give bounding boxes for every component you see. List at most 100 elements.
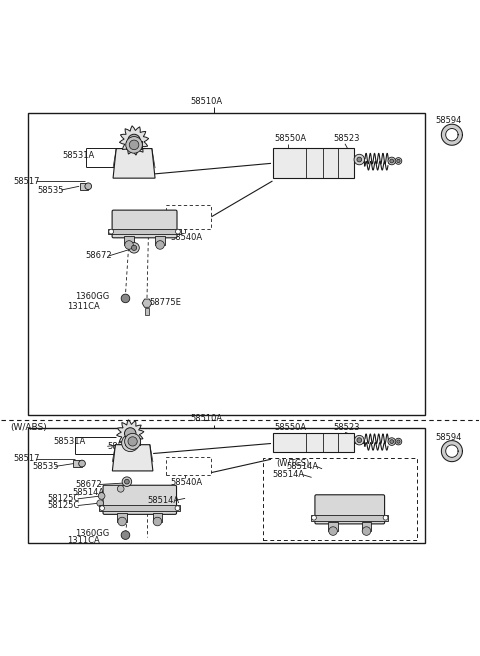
Text: 1311CA: 1311CA: [67, 536, 100, 545]
Polygon shape: [120, 126, 149, 155]
Circle shape: [397, 440, 400, 443]
Text: 58672: 58672: [75, 480, 102, 489]
Circle shape: [100, 506, 105, 510]
Circle shape: [118, 517, 126, 526]
FancyBboxPatch shape: [315, 495, 384, 524]
Bar: [156, 236, 165, 245]
Text: (W/TCS): (W/TCS): [276, 459, 309, 468]
Circle shape: [124, 480, 129, 484]
Bar: [28, 113, 425, 415]
Circle shape: [97, 500, 104, 506]
Polygon shape: [112, 445, 153, 471]
Circle shape: [357, 438, 362, 443]
Text: 1360GG: 1360GG: [75, 529, 109, 538]
Circle shape: [129, 140, 139, 150]
Polygon shape: [442, 124, 462, 145]
Text: 58514A: 58514A: [286, 462, 318, 471]
Bar: [99, 505, 180, 511]
Text: 58523: 58523: [334, 134, 360, 143]
Text: 58775E: 58775E: [149, 298, 181, 307]
FancyBboxPatch shape: [103, 485, 177, 514]
Circle shape: [153, 517, 162, 526]
Circle shape: [122, 477, 132, 487]
Circle shape: [117, 485, 124, 492]
Bar: [126, 141, 142, 148]
Text: 58536: 58536: [108, 442, 134, 451]
Bar: [28, 428, 425, 543]
Circle shape: [129, 243, 139, 253]
Polygon shape: [117, 420, 144, 447]
Text: 58535: 58535: [37, 186, 64, 195]
Text: 58125C: 58125C: [48, 495, 80, 503]
Circle shape: [121, 294, 130, 302]
Circle shape: [98, 493, 105, 499]
Bar: [328, 522, 338, 531]
Circle shape: [362, 527, 371, 535]
Bar: [166, 457, 211, 475]
Polygon shape: [446, 129, 458, 141]
Text: 58535: 58535: [33, 462, 59, 471]
Text: 58594: 58594: [436, 116, 462, 125]
Text: 58550A: 58550A: [275, 134, 307, 143]
Circle shape: [79, 461, 85, 467]
Circle shape: [312, 516, 316, 520]
Text: 58672: 58672: [85, 251, 111, 260]
Text: 58514A: 58514A: [147, 496, 179, 505]
Text: (W/ABS): (W/ABS): [10, 423, 47, 432]
Circle shape: [126, 136, 143, 153]
Circle shape: [388, 438, 396, 445]
Bar: [80, 183, 88, 190]
Circle shape: [390, 440, 394, 443]
Circle shape: [383, 516, 388, 520]
Circle shape: [124, 428, 136, 440]
Text: 58540A: 58540A: [171, 233, 203, 241]
Circle shape: [354, 154, 364, 165]
Bar: [362, 522, 371, 531]
Bar: [263, 458, 417, 541]
Text: 58517: 58517: [13, 176, 40, 186]
Polygon shape: [142, 299, 152, 307]
Text: 58594: 58594: [436, 433, 462, 442]
Circle shape: [125, 241, 133, 249]
Circle shape: [397, 159, 400, 163]
Circle shape: [388, 157, 396, 165]
Text: 58514A: 58514A: [272, 470, 304, 479]
Circle shape: [355, 436, 364, 445]
Bar: [311, 515, 388, 521]
Text: 58517: 58517: [13, 454, 40, 463]
Circle shape: [109, 229, 114, 234]
Circle shape: [125, 438, 135, 448]
Text: 58510A: 58510A: [191, 415, 223, 423]
Bar: [166, 205, 211, 229]
Text: 58510A: 58510A: [191, 96, 223, 106]
Circle shape: [395, 438, 402, 445]
Polygon shape: [446, 445, 458, 457]
Text: 58514A: 58514A: [72, 487, 104, 497]
Bar: [144, 308, 149, 315]
Circle shape: [156, 241, 164, 249]
Circle shape: [128, 134, 140, 147]
Circle shape: [357, 157, 362, 162]
Circle shape: [329, 527, 337, 535]
Circle shape: [132, 245, 137, 251]
Text: 58540A: 58540A: [171, 478, 203, 487]
Polygon shape: [442, 441, 462, 462]
Bar: [124, 236, 134, 245]
Circle shape: [85, 183, 92, 190]
Bar: [117, 513, 127, 522]
Circle shape: [175, 506, 180, 510]
Polygon shape: [113, 148, 155, 178]
Circle shape: [128, 437, 137, 446]
Text: 1311CA: 1311CA: [67, 302, 100, 311]
Bar: [108, 229, 181, 234]
Text: 58550A: 58550A: [275, 422, 307, 432]
Text: 58523: 58523: [334, 422, 360, 432]
Circle shape: [395, 157, 402, 164]
FancyBboxPatch shape: [112, 210, 177, 238]
Circle shape: [121, 531, 130, 539]
Circle shape: [121, 434, 139, 451]
Circle shape: [125, 434, 141, 449]
Bar: [125, 438, 140, 445]
Circle shape: [390, 159, 394, 163]
Text: 58125C: 58125C: [48, 501, 80, 510]
